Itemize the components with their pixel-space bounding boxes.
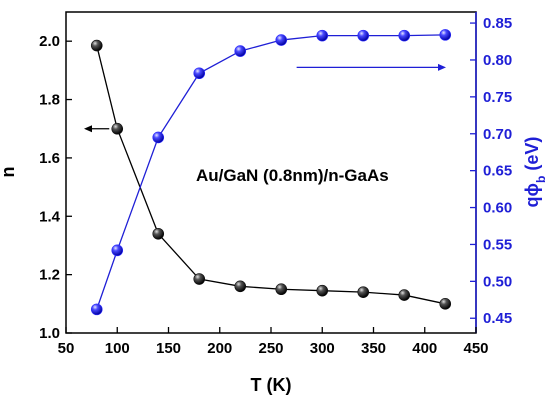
phi-line <box>96 34 446 310</box>
n-point-2 <box>152 227 165 240</box>
y-right-tick-label-3: 0.60 <box>483 200 512 217</box>
n-point-4 <box>234 280 247 293</box>
arrow-right-head <box>438 63 446 71</box>
ticks: 50 100 150 200 250 300 350 400 450 1.0 1.2 1.4 1.6 1.… <box>39 15 512 357</box>
right-axis-title-unit: (eV) <box>522 137 542 176</box>
n-point-3 <box>193 273 206 285</box>
x-tick-label-3: 200 <box>207 340 232 357</box>
x-tick-label-0: 50 <box>58 340 75 357</box>
x-tick-label-1: 100 <box>105 340 130 357</box>
y-right-tick-label-2: 0.55 <box>483 236 512 253</box>
x-tick-label-5: 300 <box>310 340 335 357</box>
y-left-tick-label-4: 1.8 <box>39 92 60 109</box>
y-right-tick-label-1: 0.50 <box>483 273 512 290</box>
x-tick-label-2: 150 <box>156 340 181 357</box>
x-tick-label-6: 350 <box>361 340 386 357</box>
n-point-5 <box>275 283 288 296</box>
x-tick-label-7: 400 <box>412 340 437 357</box>
n-point-1 <box>111 122 124 135</box>
right-axis-title-sub: b <box>534 176 548 183</box>
phi-point-0 <box>90 303 103 316</box>
y-right-tick-label-5: 0.70 <box>483 126 512 143</box>
phi-point-7 <box>357 29 370 42</box>
annotation: Au/GaN (0.8nm)/n-GaAs <box>196 166 389 185</box>
y-left-tick-label-5: 2.0 <box>39 33 60 50</box>
y-left-tick-label-0: 1.0 <box>39 325 60 342</box>
phi-point-8 <box>398 29 411 42</box>
series-phi <box>90 29 452 316</box>
n-point-6 <box>316 284 329 297</box>
n-point-8 <box>398 289 411 301</box>
y-right-tick-label-7: 0.80 <box>483 52 512 69</box>
y-right-tick-label-0: 0.45 <box>483 310 512 327</box>
y-left-tick-label-1: 1.2 <box>39 267 60 284</box>
phi-point-3 <box>193 67 206 80</box>
n-line <box>96 45 446 305</box>
arrow-left-head <box>84 125 92 133</box>
phi-point-4 <box>234 45 247 57</box>
n-point-0 <box>90 39 103 52</box>
right-axis-title: qϕb (eV) <box>522 137 548 208</box>
y-left-tick-label-2: 1.4 <box>39 208 61 225</box>
phi-point-9 <box>439 29 452 41</box>
right-axis-title-main: qϕ <box>522 183 542 208</box>
x-axis-title: T (K) <box>251 375 292 395</box>
series-n <box>90 39 452 310</box>
y-right-tick-label-8: 0.85 <box>483 15 512 32</box>
x-tick-label-8: 450 <box>463 340 488 357</box>
phi-point-1 <box>111 244 124 257</box>
left-axis-title: n <box>0 167 18 178</box>
phi-point-2 <box>152 131 165 144</box>
n-point-9 <box>439 298 452 310</box>
y-right-tick-label-4: 0.65 <box>483 163 512 180</box>
arrows <box>84 63 446 133</box>
y-left-tick-label-3: 1.6 <box>39 150 60 167</box>
n-point-7 <box>357 286 370 298</box>
x-tick-label-4: 250 <box>258 340 283 357</box>
y-right-tick-label-6: 0.75 <box>483 89 512 106</box>
phi-point-6 <box>316 29 329 42</box>
phi-point-5 <box>275 34 288 46</box>
